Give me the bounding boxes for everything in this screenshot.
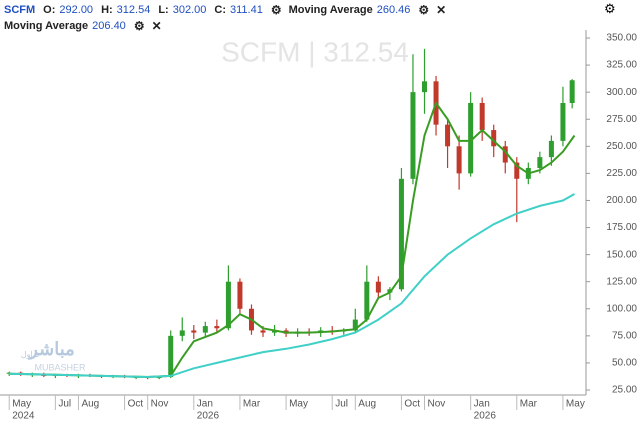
x-tick-label: May [12, 399, 31, 410]
candle-body [156, 377, 162, 379]
x-tick-label: May [289, 399, 308, 410]
y-tick-label: 300.00 [606, 87, 637, 98]
logo-sub: تداول [21, 350, 39, 359]
y-tick-label: 200.00 [606, 195, 637, 206]
settings-icon[interactable]: ⚙ [418, 3, 430, 17]
y-tick-label: 150.00 [606, 249, 637, 260]
x-tick-label: Jan [197, 399, 213, 410]
ohlc-label: L: [158, 4, 169, 16]
ohlc-value: 292.00 [59, 4, 94, 16]
x-tick-label: Aug [358, 399, 376, 410]
indicator-row: Moving Average 206.40 ⚙ ✕ [4, 18, 449, 34]
candle-body [202, 326, 208, 333]
candle-body [272, 330, 278, 333]
symbol: SCFM [4, 4, 36, 16]
settings-icon[interactable]: ⚙ [133, 19, 145, 33]
candle-body [410, 92, 416, 179]
y-tick-label: 75.00 [612, 330, 637, 341]
logo-latin: MUBASHER [34, 362, 86, 372]
candle-body [491, 130, 497, 147]
logo-arabic: مباشر [27, 339, 75, 360]
x-tick-label: Aug [81, 399, 99, 410]
year-label: 2026 [474, 411, 497, 422]
candle-body [468, 102, 474, 174]
y-tick-label: 50.00 [612, 358, 637, 369]
candle-body [237, 281, 243, 309]
candle-body [456, 146, 462, 174]
y-tick-label: 250.00 [606, 141, 637, 152]
candle-body [502, 146, 508, 163]
chart-settings-icon[interactable]: ⚙ [604, 1, 616, 16]
y-tick-label: 175.00 [606, 222, 637, 233]
candle-body [479, 102, 485, 131]
x-tick-label: Nov [151, 399, 169, 410]
candle-body [537, 157, 543, 168]
settings-icon[interactable]: ⚙ [270, 3, 282, 17]
moving-average-line [9, 100, 576, 379]
legend-header: SCFM O: 292.00 H: 312.54 L: 302.00 C: 311.41… [4, 2, 449, 34]
price-row: SCFM O: 292.00 H: 312.54 L: 302.00 C: 311.41… [4, 2, 449, 18]
y-tick-label: 100.00 [606, 303, 637, 314]
candle-body [548, 140, 554, 158]
x-tick-label: Mar [243, 399, 261, 410]
ohlc-label: C: [214, 4, 226, 16]
indicator-name: Moving Average [288, 4, 373, 16]
x-tick-label: Jan [474, 399, 490, 410]
ohlc-value: 302.00 [172, 4, 207, 16]
y-tick-label: 275.00 [606, 114, 637, 125]
candle-body [514, 162, 520, 179]
year-label: 2024 [12, 411, 35, 422]
y-tick-label: 350.00 [606, 33, 637, 44]
y-tick-label: 325.00 [606, 60, 637, 71]
close-icon[interactable]: ✕ [436, 3, 447, 17]
candle-body [375, 281, 381, 293]
candle-body [398, 178, 404, 290]
x-tick-label: May [566, 399, 585, 410]
indicator-value: 206.40 [92, 20, 126, 32]
y-tick-label: 225.00 [606, 168, 637, 179]
watermark: SCFM | 312.54 [221, 36, 409, 67]
candle-body [191, 330, 197, 333]
x-tick-label: Jul [335, 399, 348, 410]
candle-body [445, 124, 451, 147]
candle-body [560, 102, 566, 141]
candle-body [179, 330, 185, 336]
y-tick-label: 25.00 [612, 385, 637, 396]
close-icon[interactable]: ✕ [151, 19, 162, 33]
ohlc-label: O: [43, 4, 56, 16]
candle-body [168, 335, 174, 378]
candle-body [260, 330, 266, 333]
candle-body [364, 281, 370, 320]
moving-average-line [9, 193, 575, 379]
ohlc-label: H: [101, 4, 113, 16]
x-tick-label: Jul [58, 399, 71, 410]
candle-body [225, 281, 231, 329]
candle-body [422, 81, 428, 93]
y-tick-label: 125.00 [606, 276, 637, 287]
ohlc-value: 311.41 [229, 4, 263, 16]
indicator-name: Moving Average [4, 20, 89, 32]
x-tick-label: Nov [428, 399, 446, 410]
year-label: 2026 [197, 411, 220, 422]
ohlc-value: 312.54 [116, 4, 151, 16]
candle-body [569, 80, 575, 103]
x-tick-label: Oct [404, 399, 420, 410]
x-tick-label: Mar [520, 399, 538, 410]
candle-body [214, 326, 220, 329]
x-tick-label: Oct [128, 399, 144, 410]
indicator-value: 260.46 [376, 4, 411, 16]
candle-body [352, 319, 358, 331]
